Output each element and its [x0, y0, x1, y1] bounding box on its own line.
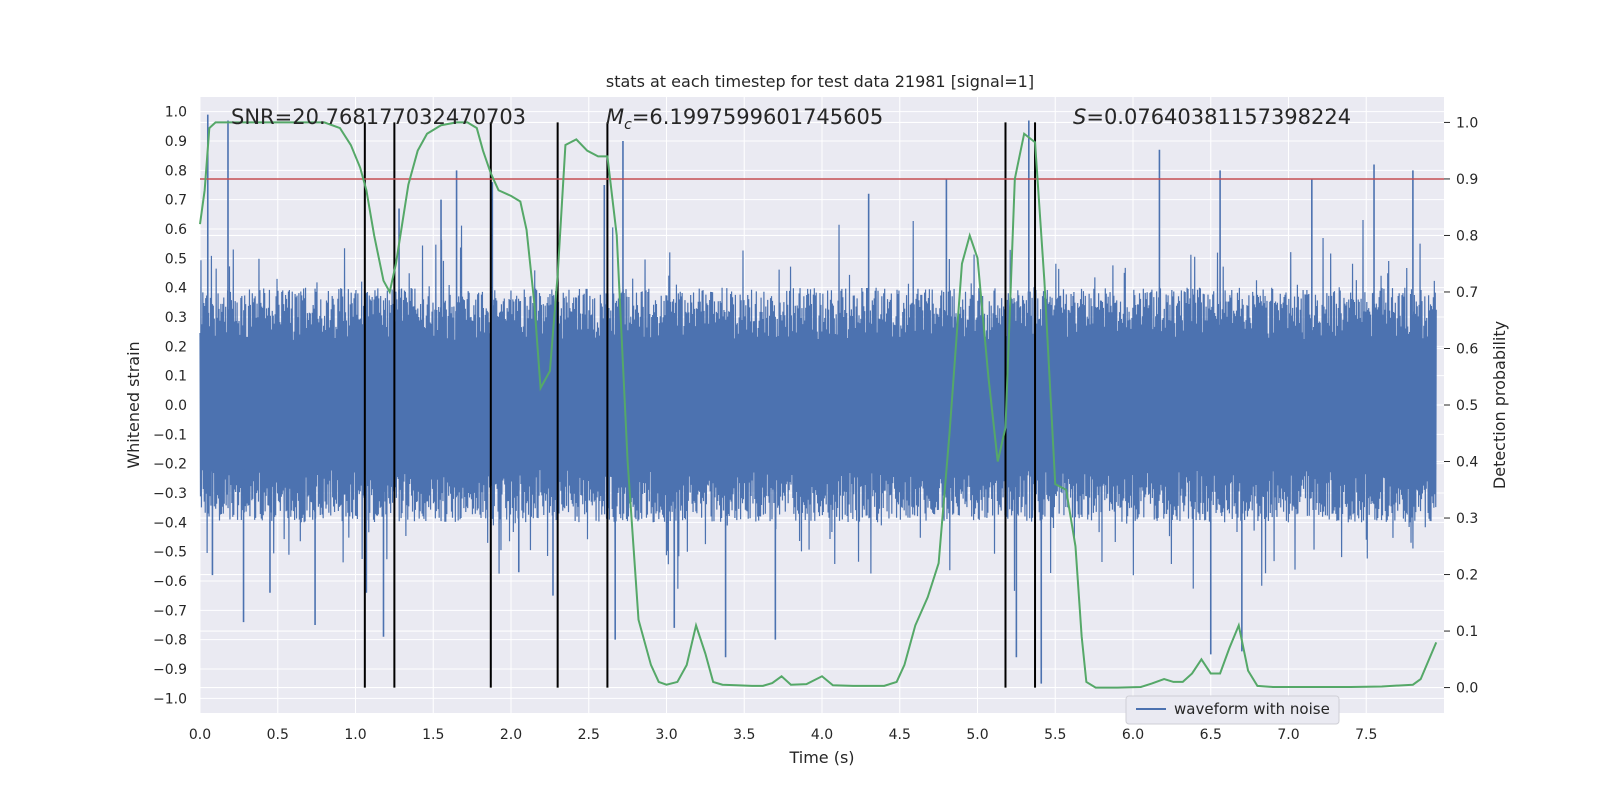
x-tick-label: 0.0 — [189, 727, 211, 743]
x-tick-label: 3.0 — [655, 727, 677, 743]
y-axis-label: Whitened strain — [124, 341, 143, 468]
y-tick-label: 0.9 — [165, 134, 187, 150]
x-tick-label: 5.0 — [966, 727, 988, 743]
y2-tick-label: 0.0 — [1456, 681, 1478, 697]
y-tick-label: −0.7 — [153, 603, 187, 619]
legend-box — [1125, 695, 1340, 725]
y-tick-label: 0.5 — [165, 251, 187, 267]
y2-tick-label: 0.9 — [1456, 172, 1478, 188]
y-tick-label: −0.6 — [153, 574, 187, 590]
mc-value: =6.1997599601745605 — [632, 105, 883, 129]
x-axis-label: Time (s) — [788, 748, 854, 767]
x-tick-label: 6.5 — [1200, 727, 1222, 743]
y2-tick-label: 0.6 — [1456, 341, 1478, 357]
x-tick-label: 4.0 — [811, 727, 833, 743]
mc-annotation: Mc=6.1997599601745605 — [606, 105, 883, 133]
x-tick-label: 2.0 — [500, 727, 522, 743]
y2-tick-label: 0.8 — [1456, 228, 1478, 244]
y-tick-label: 0.4 — [165, 281, 187, 297]
y2-tick-label: 1.0 — [1456, 115, 1478, 131]
y-tick-label: 0.3 — [165, 310, 187, 326]
y-tick-label: 0.6 — [165, 222, 187, 238]
waveform-core — [200, 340, 1437, 470]
x-tick-label: 7.0 — [1277, 727, 1299, 743]
y-tick-label: 0.2 — [165, 339, 187, 355]
y-tick-label: −0.2 — [153, 457, 187, 473]
chart-title: stats at each timestep for test data 219… — [606, 72, 1034, 91]
probability-line — [199, 121, 1438, 689]
y2-tick-label: 0.5 — [1456, 398, 1478, 414]
mc-symbol: M — [606, 105, 624, 129]
y-tick-label: −0.5 — [153, 545, 187, 561]
y-tick-label: −0.4 — [153, 515, 187, 531]
x-tick-label: 0.5 — [267, 727, 289, 743]
y2-tick-label: 0.1 — [1456, 624, 1478, 640]
x-tick-label: 6.0 — [1122, 727, 1144, 743]
y-tick-label: 0.0 — [165, 398, 187, 414]
x-tick-label: 3.5 — [733, 727, 755, 743]
y-tick-label: −0.8 — [153, 633, 187, 649]
x-tick-label: 2.5 — [578, 727, 600, 743]
y-tick-label: −0.9 — [153, 662, 187, 678]
waveform-series — [199, 114, 1437, 684]
y-tick-label: −0.1 — [153, 427, 187, 443]
y2-tick-label: 0.7 — [1456, 285, 1478, 301]
x-tick-label: 1.5 — [422, 727, 444, 743]
y-tick-label: 0.8 — [165, 163, 187, 179]
x-tick-label: 7.5 — [1355, 727, 1377, 743]
y2-tick-label: 0.2 — [1456, 568, 1478, 584]
y-tick-label: 0.7 — [165, 193, 187, 209]
y2-axis-label: Detection probability — [1490, 321, 1509, 489]
y-tick-label: −1.0 — [153, 691, 187, 707]
legend-label: waveform with noise — [1174, 700, 1330, 718]
y2-tick-label: 0.3 — [1456, 511, 1478, 527]
y2-tick-label: 0.4 — [1456, 455, 1478, 471]
y-tick-label: −0.3 — [153, 486, 187, 502]
x-tick-label: 4.5 — [889, 727, 911, 743]
mc-subscript: c — [624, 117, 632, 133]
x-tick-label: 5.5 — [1044, 727, 1066, 743]
snr-annotation: SNR=20.768177032470703 — [231, 105, 526, 129]
s-annotation: S=0.07640381157398224 — [1073, 105, 1351, 129]
s-symbol: S — [1073, 105, 1086, 129]
probability-series — [199, 121, 1438, 689]
axis-ticks: 0.0 0.5 1.0 1.5 2.0 2.5 3.0 3.5 4.0 4.5 5.0 5.5 6.0 6… — [153, 105, 1478, 743]
vertical-markers — [363, 122, 1037, 688]
legend: waveform with noise — [1125, 695, 1340, 725]
y-tick-label: 1.0 — [165, 105, 187, 121]
y-tick-label: 0.1 — [165, 369, 187, 385]
s-value: =0.07640381157398224 — [1086, 105, 1351, 129]
x-tick-label: 1.0 — [344, 727, 366, 743]
